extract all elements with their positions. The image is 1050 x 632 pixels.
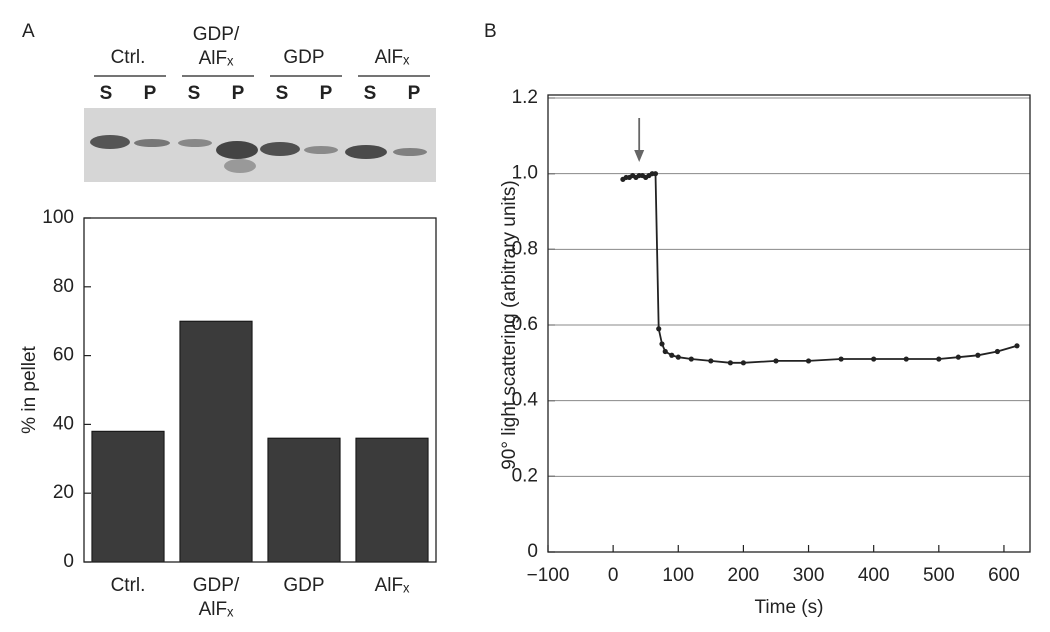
data-point [1014,343,1020,349]
bar [355,437,429,563]
x-tick-label: 0 [608,565,619,586]
y-tick-label: 100 [42,207,74,228]
y-tick-label: 20 [53,482,74,503]
lane-label: S [364,83,377,104]
y-tick-label: 1.2 [512,87,538,108]
bar [91,430,165,563]
arrow-head [634,150,645,162]
data-point [688,356,694,362]
data-point [727,360,733,366]
y-tick-label: 80 [53,276,74,297]
data-point [662,348,668,355]
data-point [669,352,675,358]
x-tick-label: Ctrl. [111,575,146,596]
y-tick-label: 0 [527,541,538,562]
lane-label: S [276,83,289,104]
y-tick-label: 0.4 [512,390,539,411]
bar [179,320,253,563]
x-tick-label: GDP [283,575,324,596]
gel-image [84,108,436,182]
x-tick-label: GDP/AlFₓ [193,575,240,620]
lane-label: P [232,83,245,104]
lane-label: P [408,83,421,104]
y-tick-label: 0.2 [512,465,538,486]
data-point [740,360,747,366]
plot-frame [547,94,1031,553]
arrow [634,118,645,162]
data-point [708,358,714,364]
y-tick-label: 0.8 [512,238,538,259]
x-tick-label: 200 [728,565,760,586]
lane-label: S [100,83,113,104]
data-line [622,172,1018,364]
y-tick-label: 40 [53,413,74,434]
x-tick-label: 100 [662,565,694,586]
y-tick-label: 0.6 [512,314,538,335]
lane-label: P [144,83,157,104]
plot-frame [83,217,437,563]
group-label: GDP [283,47,324,68]
group-label: GDP/AlFₓ [193,24,240,69]
data-point [994,348,1001,355]
data-point [659,341,665,347]
lane-label: P [320,83,333,104]
x-tick-label: AlFₓ [375,575,411,596]
y-tick-label: 1.0 [512,163,538,184]
data-point [936,356,942,362]
bar [267,437,341,563]
lane-label: S [188,83,201,104]
x-axis-label: Time (s) [755,597,824,618]
group-label: AlFₓ [375,47,411,68]
x-tick-label: 500 [923,565,955,586]
data-point [652,171,659,177]
y-axis-label: 90° light scattering (arbitrary units) [499,180,520,470]
panel-label: A [22,21,35,42]
data-point [838,356,844,362]
y-tick-label: 60 [53,345,74,366]
data-point [675,354,681,360]
data-point [805,358,812,364]
data-point [975,352,981,358]
data-point [773,358,779,364]
data-point [955,354,961,360]
data-point [656,326,662,332]
group-label: Ctrl. [111,47,146,68]
x-tick-label: −100 [527,565,570,586]
x-tick-label: 400 [858,565,890,586]
data-point [871,356,877,362]
y-tick-label: 0 [63,551,74,572]
panel-label: B [484,21,497,42]
x-tick-label: 600 [988,565,1020,586]
x-tick-label: 300 [793,565,825,586]
y-axis-label: % in pellet [19,345,40,433]
data-point [903,356,909,362]
